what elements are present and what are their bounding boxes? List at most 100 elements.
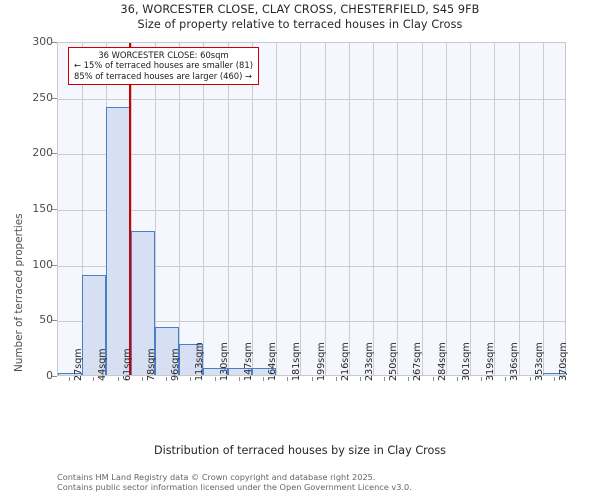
y-tick-mark — [52, 376, 57, 377]
x-tick-mark — [93, 377, 94, 381]
y-tick-label-200: 200 — [32, 146, 53, 160]
grid-line-horizontal — [58, 321, 565, 323]
footer-attribution: Contains HM Land Registry data © Crown c… — [57, 472, 587, 492]
grid-line-vertical — [179, 43, 181, 375]
x-tick-label-27sqm: 27sqm — [73, 348, 85, 381]
grid-line-vertical — [251, 43, 253, 375]
bar-27sqm — [58, 372, 83, 375]
x-tick-mark — [190, 377, 191, 381]
x-tick-mark — [142, 377, 143, 381]
x-tick-label-370sqm: 370sqm — [557, 342, 569, 381]
grid-line-vertical — [421, 43, 423, 375]
x-tick-mark — [215, 377, 216, 381]
x-tick-label-113sqm: 113sqm — [194, 342, 206, 381]
x-tick-label-284sqm: 284sqm — [436, 342, 448, 381]
grid-line-horizontal — [58, 210, 565, 211]
x-tick-mark — [530, 377, 531, 381]
footer-line-2: Contains public sector information licen… — [57, 482, 412, 493]
bar-113sqm — [179, 343, 204, 375]
x-tick-mark — [263, 377, 264, 381]
title-line-2: Size of property relative to terraced ho… — [137, 18, 463, 31]
grid-line-vertical — [203, 43, 205, 375]
x-tick-mark — [384, 377, 385, 381]
bar-78sqm — [130, 231, 155, 375]
y-tick-label-250: 250 — [32, 90, 53, 104]
grid-line-vertical — [82, 43, 84, 375]
y-axis-label: Number of terraced properties — [13, 213, 25, 372]
footer-line-1: Contains HM Land Registry data © Crown c… — [57, 472, 376, 482]
x-tick-label-199sqm: 199sqm — [315, 342, 327, 381]
grid-line-vertical — [276, 43, 278, 375]
x-tick-mark — [336, 377, 337, 381]
x-tick-mark — [118, 377, 119, 381]
grid-line-vertical — [348, 43, 350, 375]
y-tick-mark — [52, 42, 57, 43]
x-tick-label-319sqm: 319sqm — [485, 342, 497, 381]
grid-line-vertical — [494, 43, 496, 375]
x-tick-label-96sqm: 96sqm — [170, 348, 182, 381]
x-tick-mark — [433, 377, 434, 381]
x-tick-label-181sqm: 181sqm — [291, 342, 303, 381]
x-tick-label-301sqm: 301sqm — [460, 342, 472, 381]
x-tick-mark — [287, 377, 288, 381]
bar-164sqm — [251, 368, 277, 375]
x-tick-mark — [554, 377, 555, 381]
x-tick-mark — [408, 377, 409, 381]
x-tick-mark — [360, 377, 361, 381]
y-tick-mark — [52, 97, 57, 99]
x-tick-label-147sqm: 147sqm — [242, 342, 254, 381]
grid-line-vertical — [373, 43, 375, 375]
y-tick-label-100: 100 — [32, 257, 53, 271]
bar-44sqm — [82, 274, 107, 375]
annotation-line-2: ← 15% of terraced houses are smaller (81… — [74, 60, 253, 71]
x-tick-mark — [312, 377, 313, 381]
grid-line-vertical — [542, 43, 544, 375]
x-tick-label-336sqm: 336sqm — [509, 342, 521, 381]
x-tick-mark — [505, 377, 506, 381]
grid-line-horizontal — [58, 154, 565, 156]
bar-96sqm — [154, 327, 180, 375]
grid-line-horizontal — [58, 265, 565, 267]
x-tick-mark — [239, 377, 240, 381]
grid-line-vertical — [470, 43, 472, 375]
grid-line-vertical — [397, 43, 399, 375]
x-tick-mark — [457, 377, 458, 381]
annotation-box: 36 WORCESTER CLOSE: 60sqm ← 15% of terra… — [68, 47, 259, 85]
grid-line-vertical — [130, 43, 132, 375]
y-tick-label-50: 50 — [39, 313, 53, 327]
x-tick-label-216sqm: 216sqm — [339, 342, 351, 381]
property-marker-line — [129, 43, 131, 375]
annotation-line-3: 85% of terraced houses are larger (460) … — [74, 70, 253, 81]
bar-130sqm — [203, 368, 228, 375]
grid-line-vertical — [518, 43, 520, 375]
bar-61sqm — [106, 106, 131, 375]
plot-area — [57, 42, 567, 376]
y-tick-label-300: 300 — [32, 35, 53, 48]
x-axis-label: Distribution of terraced houses by size … — [153, 444, 446, 457]
x-tick-label-164sqm: 164sqm — [267, 342, 279, 381]
title-line-1: 36, WORCESTER CLOSE, CLAY CROSS, CHESTER… — [120, 3, 480, 16]
grid-line-vertical — [445, 43, 447, 375]
y-tick-mark — [52, 320, 57, 322]
grid-line-vertical — [324, 43, 326, 375]
x-tick-label-250sqm: 250sqm — [388, 342, 400, 381]
bar-147sqm — [227, 368, 252, 375]
x-tick-label-267sqm: 267sqm — [412, 342, 424, 381]
x-tick-label-130sqm: 130sqm — [218, 342, 230, 381]
bar-370sqm — [542, 372, 567, 375]
x-tick-label-353sqm: 353sqm — [533, 342, 545, 381]
x-tick-label-44sqm: 44sqm — [97, 348, 109, 381]
y-tick-label-150: 150 — [32, 202, 53, 215]
x-tick-label-233sqm: 233sqm — [363, 342, 375, 381]
x-tick-mark — [69, 377, 70, 381]
annotation-line-1: 36 WORCESTER CLOSE: 60sqm — [98, 50, 229, 60]
y-tick-label-0: 0 — [46, 369, 53, 382]
x-tick-mark — [481, 377, 482, 381]
x-tick-label-78sqm: 78sqm — [145, 348, 157, 381]
chart-title: 36, WORCESTER CLOSE, CLAY CROSS, CHESTER… — [0, 2, 600, 32]
grid-line-vertical — [227, 43, 229, 375]
grid-line-vertical — [300, 43, 302, 375]
grid-line-vertical — [154, 43, 156, 375]
grid-line-horizontal — [58, 98, 565, 100]
